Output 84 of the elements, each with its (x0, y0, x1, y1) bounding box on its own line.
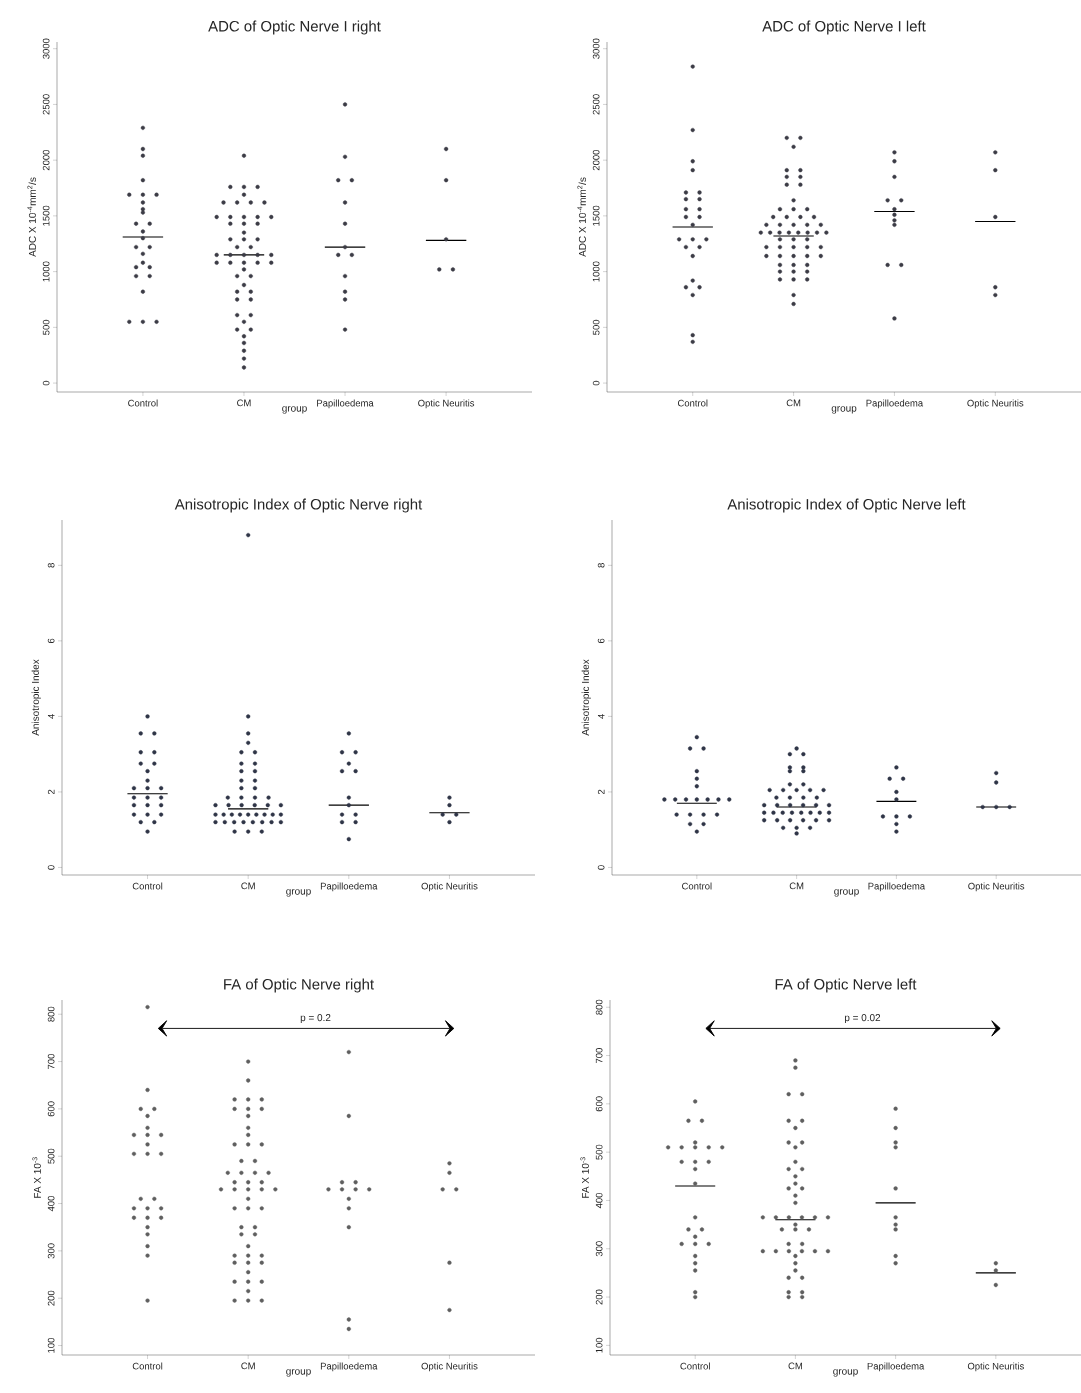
x-tick-label: Optic Neuritis (418, 399, 475, 409)
y-tick-label: 100 (595, 1337, 603, 1353)
y-tick-label: 2500 (42, 94, 50, 115)
y-tick-label: 300 (595, 1241, 603, 1257)
x-tick-label: Optic Neuritis (968, 882, 1025, 892)
y-axis-title: FA X 10$^{-3}$ (580, 1157, 589, 1198)
x-tick-label: Optic Neuritis (421, 882, 478, 892)
chart-title: Anisotropic Index of Optic Nerve right (174, 498, 423, 513)
y-tick-label: 3000 (42, 38, 50, 59)
y-tick-label: 6 (597, 638, 605, 644)
x-tick-label: Control (128, 399, 158, 407)
x-tick-label: Control (132, 1362, 163, 1370)
x-tick-label: CM (788, 1362, 802, 1370)
y-tick-label: 200 (595, 1289, 603, 1305)
y-tick-label: 500 (592, 319, 600, 335)
x-tick-label: Papilloedema (320, 882, 378, 892)
y-tick-label: 0 (42, 380, 50, 386)
y-tick-label: 100 (47, 1338, 55, 1353)
y-tick-label: 1500 (42, 205, 50, 226)
y-tick-label: 1500 (592, 205, 600, 226)
y-axis-title: FA X 10$^{-3}$ (32, 1157, 41, 1198)
y-axis-title: Anisotropic Index (31, 659, 41, 736)
x-axis-title: group (833, 1369, 858, 1377)
y-tick-label: 2500 (592, 94, 600, 115)
x-tick-label: Papilloedema (866, 399, 924, 409)
y-tick-label: 600 (595, 1096, 603, 1112)
x-tick-label: CM (241, 1362, 255, 1370)
x-tick-label: Control (682, 882, 712, 890)
chart-title: ADC of Optic Nerve I left (762, 20, 926, 35)
y-tick-label: 8 (47, 563, 55, 568)
y-tick-label: 6 (47, 638, 55, 644)
annotation: p = 0.02 (844, 1014, 881, 1024)
y-axis-title: Anisotropic Index (581, 659, 591, 736)
chart-title: FA of Optic Nerve right (224, 978, 374, 993)
y-tick-label: 400 (595, 1192, 603, 1209)
x-tick-label: Optic Neuritis (421, 1362, 478, 1372)
y-tick-label: 500 (595, 1144, 603, 1160)
x-tick-label: Control (680, 1362, 710, 1370)
y-tick-label: 2000 (592, 150, 600, 171)
x-tick-label: Optic Neuritis (967, 399, 1024, 409)
chart-title: ADC of Optic Nerve I right (208, 20, 381, 35)
x-tick-label: Papilloedema (867, 1362, 925, 1372)
x-axis-title: group (286, 1369, 311, 1377)
annotation: p = 0.2 (300, 1014, 331, 1024)
x-axis-title: group (282, 406, 307, 414)
x-tick-label: Optic Neuritis (967, 1362, 1024, 1372)
y-tick-label: 8 (597, 563, 605, 568)
chart-title: Anisotropic Index of Optic Nerve left (727, 498, 966, 513)
y-tick-label: 4 (47, 714, 55, 719)
x-axis-title: group (286, 889, 311, 897)
y-tick-label: 0 (597, 865, 605, 870)
y-tick-label: 700 (47, 1054, 55, 1069)
x-axis-title: group (834, 889, 859, 897)
y-tick-label: 400 (47, 1196, 55, 1212)
y-tick-label: 2000 (42, 150, 50, 171)
y-tick-label: 800 (595, 999, 603, 1015)
y-tick-label: 500 (47, 1148, 55, 1164)
x-tick-label: Papilloedema (320, 1362, 378, 1372)
y-tick-label: 1000 (592, 261, 600, 282)
y-axis-title: ADC X 10$^{-4}$mm$^{2}$/s (577, 177, 586, 257)
x-tick-label: Papilloedema (317, 399, 374, 409)
y-axis-title: ADC X 10$^{-4}$mm$^{2}$/s (27, 177, 36, 257)
x-tick-label: Control (132, 882, 163, 890)
x-tick-label: Papilloedema (868, 882, 926, 892)
y-tick-label: 200 (47, 1290, 55, 1306)
x-tick-label: CM (241, 882, 255, 890)
x-tick-label: CM (789, 882, 804, 890)
y-tick-label: 600 (47, 1101, 55, 1117)
y-tick-label: 2 (597, 789, 605, 795)
y-tick-label: 0 (592, 380, 600, 386)
y-tick-label: 4 (597, 714, 605, 719)
x-tick-label: CM (237, 399, 251, 407)
y-tick-label: 0 (47, 865, 55, 870)
y-tick-label: 800 (47, 1006, 55, 1022)
y-tick-label: 300 (47, 1243, 55, 1259)
y-tick-label: 1000 (42, 261, 50, 282)
chart-title: FA of Optic Nerve left (775, 978, 917, 993)
y-tick-label: 3000 (592, 38, 600, 59)
x-tick-label: Control (677, 399, 708, 407)
y-tick-label: 700 (595, 1048, 603, 1063)
x-axis-title: group (831, 406, 857, 414)
x-tick-label: CM (786, 399, 801, 407)
y-tick-label: 500 (42, 319, 50, 335)
y-tick-label: 2 (47, 789, 55, 795)
